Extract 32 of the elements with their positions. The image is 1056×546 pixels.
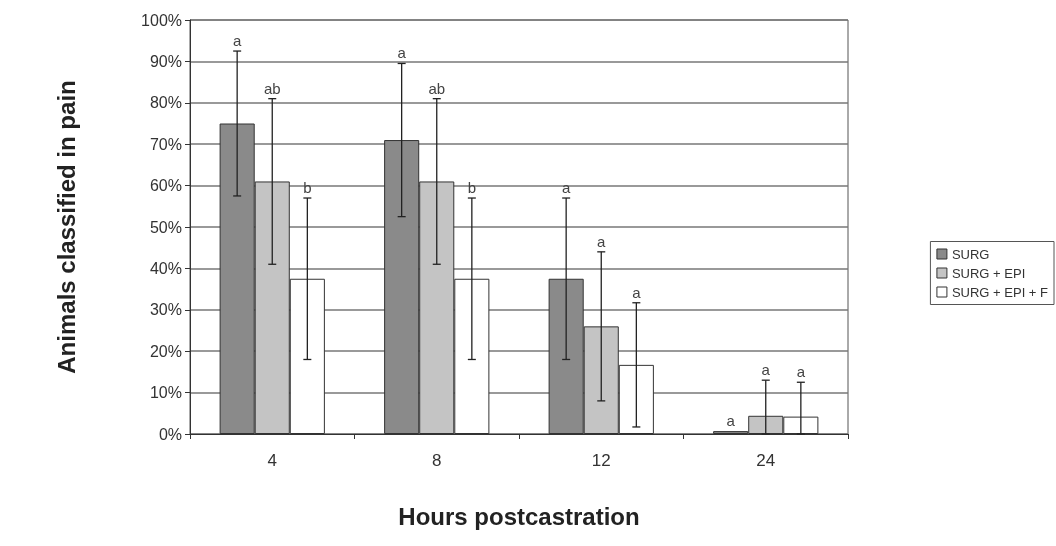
annotation: a [232, 32, 242, 50]
y-tick-label: 80% [149, 94, 182, 112]
y-tick-label: 30% [149, 301, 182, 319]
x-tick-label: 12 [591, 451, 611, 470]
y-tick-label: 40% [149, 259, 182, 277]
annotation: a [632, 283, 642, 301]
y-tick-label: 70% [149, 135, 182, 153]
annotation: ab [428, 79, 446, 97]
legend-label: SURG [951, 246, 990, 262]
legend-label: SURG + EPI [951, 265, 1026, 281]
annotation: ab [263, 79, 281, 97]
legend-label: SURG + EPI + F [951, 284, 1049, 300]
x-tick-label: 8 [432, 451, 442, 470]
annotation: a [561, 179, 571, 197]
y-axis-title: Animals classified in pain [52, 80, 80, 374]
annotation: b [467, 179, 477, 197]
annotation: a [597, 232, 607, 250]
annotation: a [397, 44, 407, 62]
x-axis-title: Hours postcastration [398, 502, 640, 530]
x-tick-label: 24 [756, 451, 776, 470]
y-tick-label: 20% [149, 342, 182, 360]
annotation: a [761, 361, 771, 379]
y-tick-label: 50% [149, 218, 182, 236]
y-tick-label: 100% [141, 11, 182, 29]
y-tick-label: 60% [149, 177, 182, 195]
y-tick-label: 10% [149, 384, 182, 402]
annotation: a [796, 363, 806, 381]
annotation: b [303, 179, 312, 197]
x-tick-label: 4 [267, 451, 277, 470]
y-tick-label: 0% [158, 425, 182, 443]
annotation: a [726, 412, 736, 430]
y-tick-label: 90% [149, 52, 182, 70]
